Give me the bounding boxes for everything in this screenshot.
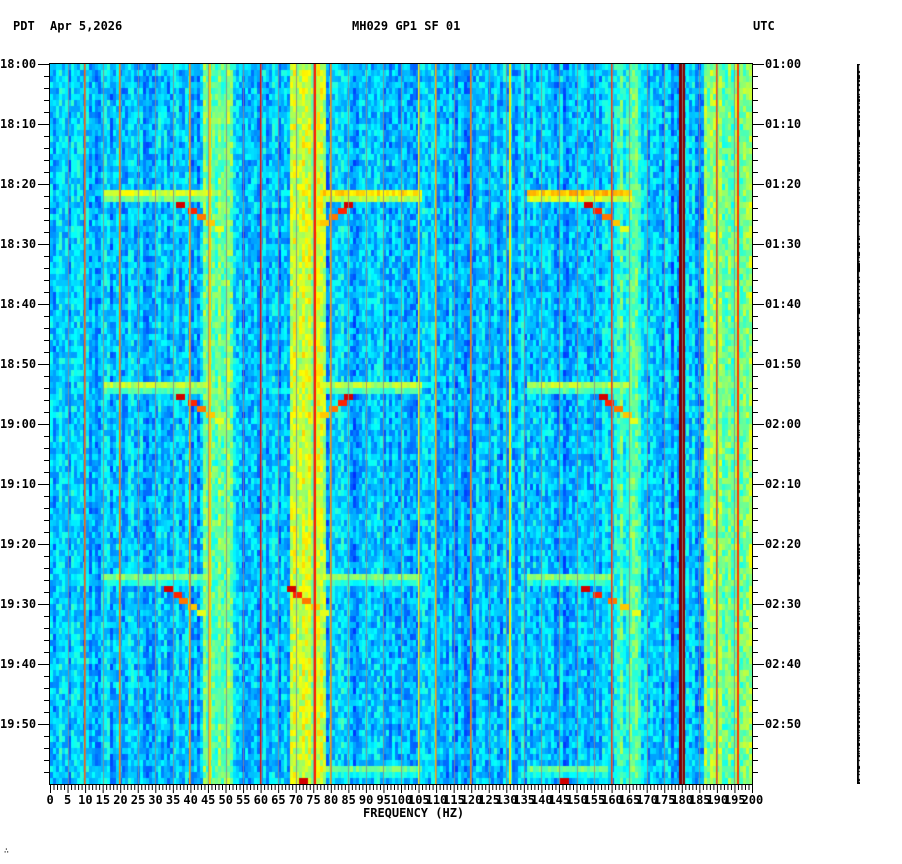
y-tick-label-left: 19:50 [0, 717, 37, 731]
x-tick-label: 10 [78, 793, 93, 807]
y-tick-label-left: 19:40 [0, 657, 37, 671]
x-tick-label: 140 [530, 793, 553, 807]
x-tick-label: 145 [548, 793, 571, 807]
x-tick-label: 45 [200, 793, 216, 807]
x-tick-label: 30 [148, 793, 163, 807]
y-tick-label-left: 18:20 [0, 177, 37, 191]
y-tick-label-left: 18:10 [0, 117, 37, 131]
x-tick-label: 165 [618, 793, 641, 807]
x-tick-label: 85 [341, 793, 356, 807]
x-tick-label: 40 [183, 793, 198, 807]
x-tick-label: 60 [253, 793, 269, 807]
x-tick-label: 90 [358, 793, 374, 807]
y-tick-label-left: 18:50 [0, 357, 37, 371]
y-tick-label-right: 02:50 [765, 717, 802, 731]
x-tick-label: 25 [130, 793, 146, 807]
x-tick-label: 190 [706, 793, 729, 807]
y-tick-label-left: 19:00 [0, 417, 37, 431]
station-title: MH029 GP1 SF 01 [352, 19, 461, 33]
x-tick-label: 5 [64, 793, 72, 807]
y-tick-label-right: 01:30 [765, 237, 802, 251]
seismic-trace [857, 64, 860, 784]
x-tick-label: 115 [443, 793, 465, 807]
x-tick-label: 70 [288, 793, 304, 807]
x-tick-label: 180 [671, 793, 693, 807]
x-tick-label: 185 [688, 793, 711, 807]
y-tick-label-right: 01:40 [765, 297, 802, 311]
x-tick-label: 110 [425, 793, 448, 807]
spectrogram-plot [50, 64, 752, 784]
x-tick-label: 50 [218, 793, 233, 807]
x-tick-label: 100 [390, 793, 413, 807]
x-axis-title: FREQUENCY (HZ) [363, 806, 465, 820]
y-tick-label-right: 01:10 [765, 117, 802, 131]
right-timezone-label: UTC [753, 19, 775, 33]
y-tick-label-right: 02:00 [765, 417, 802, 431]
y-tick-label-left: 19:20 [0, 537, 37, 551]
x-tick-label: 175 [653, 793, 676, 807]
y-tick-label-left: 19:30 [0, 597, 37, 611]
y-tick-label-right: 01:20 [765, 177, 802, 191]
x-tick-label: 35 [165, 793, 181, 807]
y-tick-label-right: 01:00 [765, 57, 802, 71]
y-tick-label-right: 02:30 [765, 597, 802, 611]
x-tick-label: 120 [460, 793, 483, 807]
x-tick-label: 155 [583, 793, 606, 807]
x-tick-label: 65 [271, 793, 286, 807]
x-tick-label: 75 [306, 793, 321, 807]
x-tick-label: 160 [601, 793, 623, 807]
x-tick-label: 95 [376, 793, 391, 807]
y-tick-label-right: 02:10 [765, 477, 802, 491]
x-tick-label: 20 [113, 793, 128, 807]
x-tick-label: 130 [495, 793, 518, 807]
x-tick-label: 80 [323, 793, 339, 807]
y-tick-label-left: 18:40 [0, 297, 37, 311]
x-tick-label: 55 [236, 793, 251, 807]
y-tick-label-left: 18:30 [0, 237, 37, 251]
x-tick-label: 15 [95, 793, 111, 807]
corner-mark: ∴ [4, 846, 9, 855]
y-tick-label-left: 18:00 [0, 57, 37, 71]
x-tick-label: 150 [566, 793, 588, 807]
x-tick-label: 170 [636, 793, 658, 807]
x-tick-label: 200 [741, 793, 764, 807]
x-tick-label: 0 [46, 793, 54, 807]
y-tick-label-right: 01:50 [765, 357, 802, 371]
left-timezone-label: PDT [13, 19, 35, 33]
x-tick-label: 125 [478, 793, 500, 807]
x-tick-label: 105 [408, 793, 430, 807]
y-tick-label-right: 02:20 [765, 537, 802, 551]
y-tick-label-right: 02:40 [765, 657, 802, 671]
date-label: Apr 5,2026 [50, 19, 123, 33]
x-tick-label: 195 [723, 793, 746, 807]
x-tick-label: 135 [513, 793, 536, 807]
y-tick-label-left: 19:10 [0, 477, 37, 491]
